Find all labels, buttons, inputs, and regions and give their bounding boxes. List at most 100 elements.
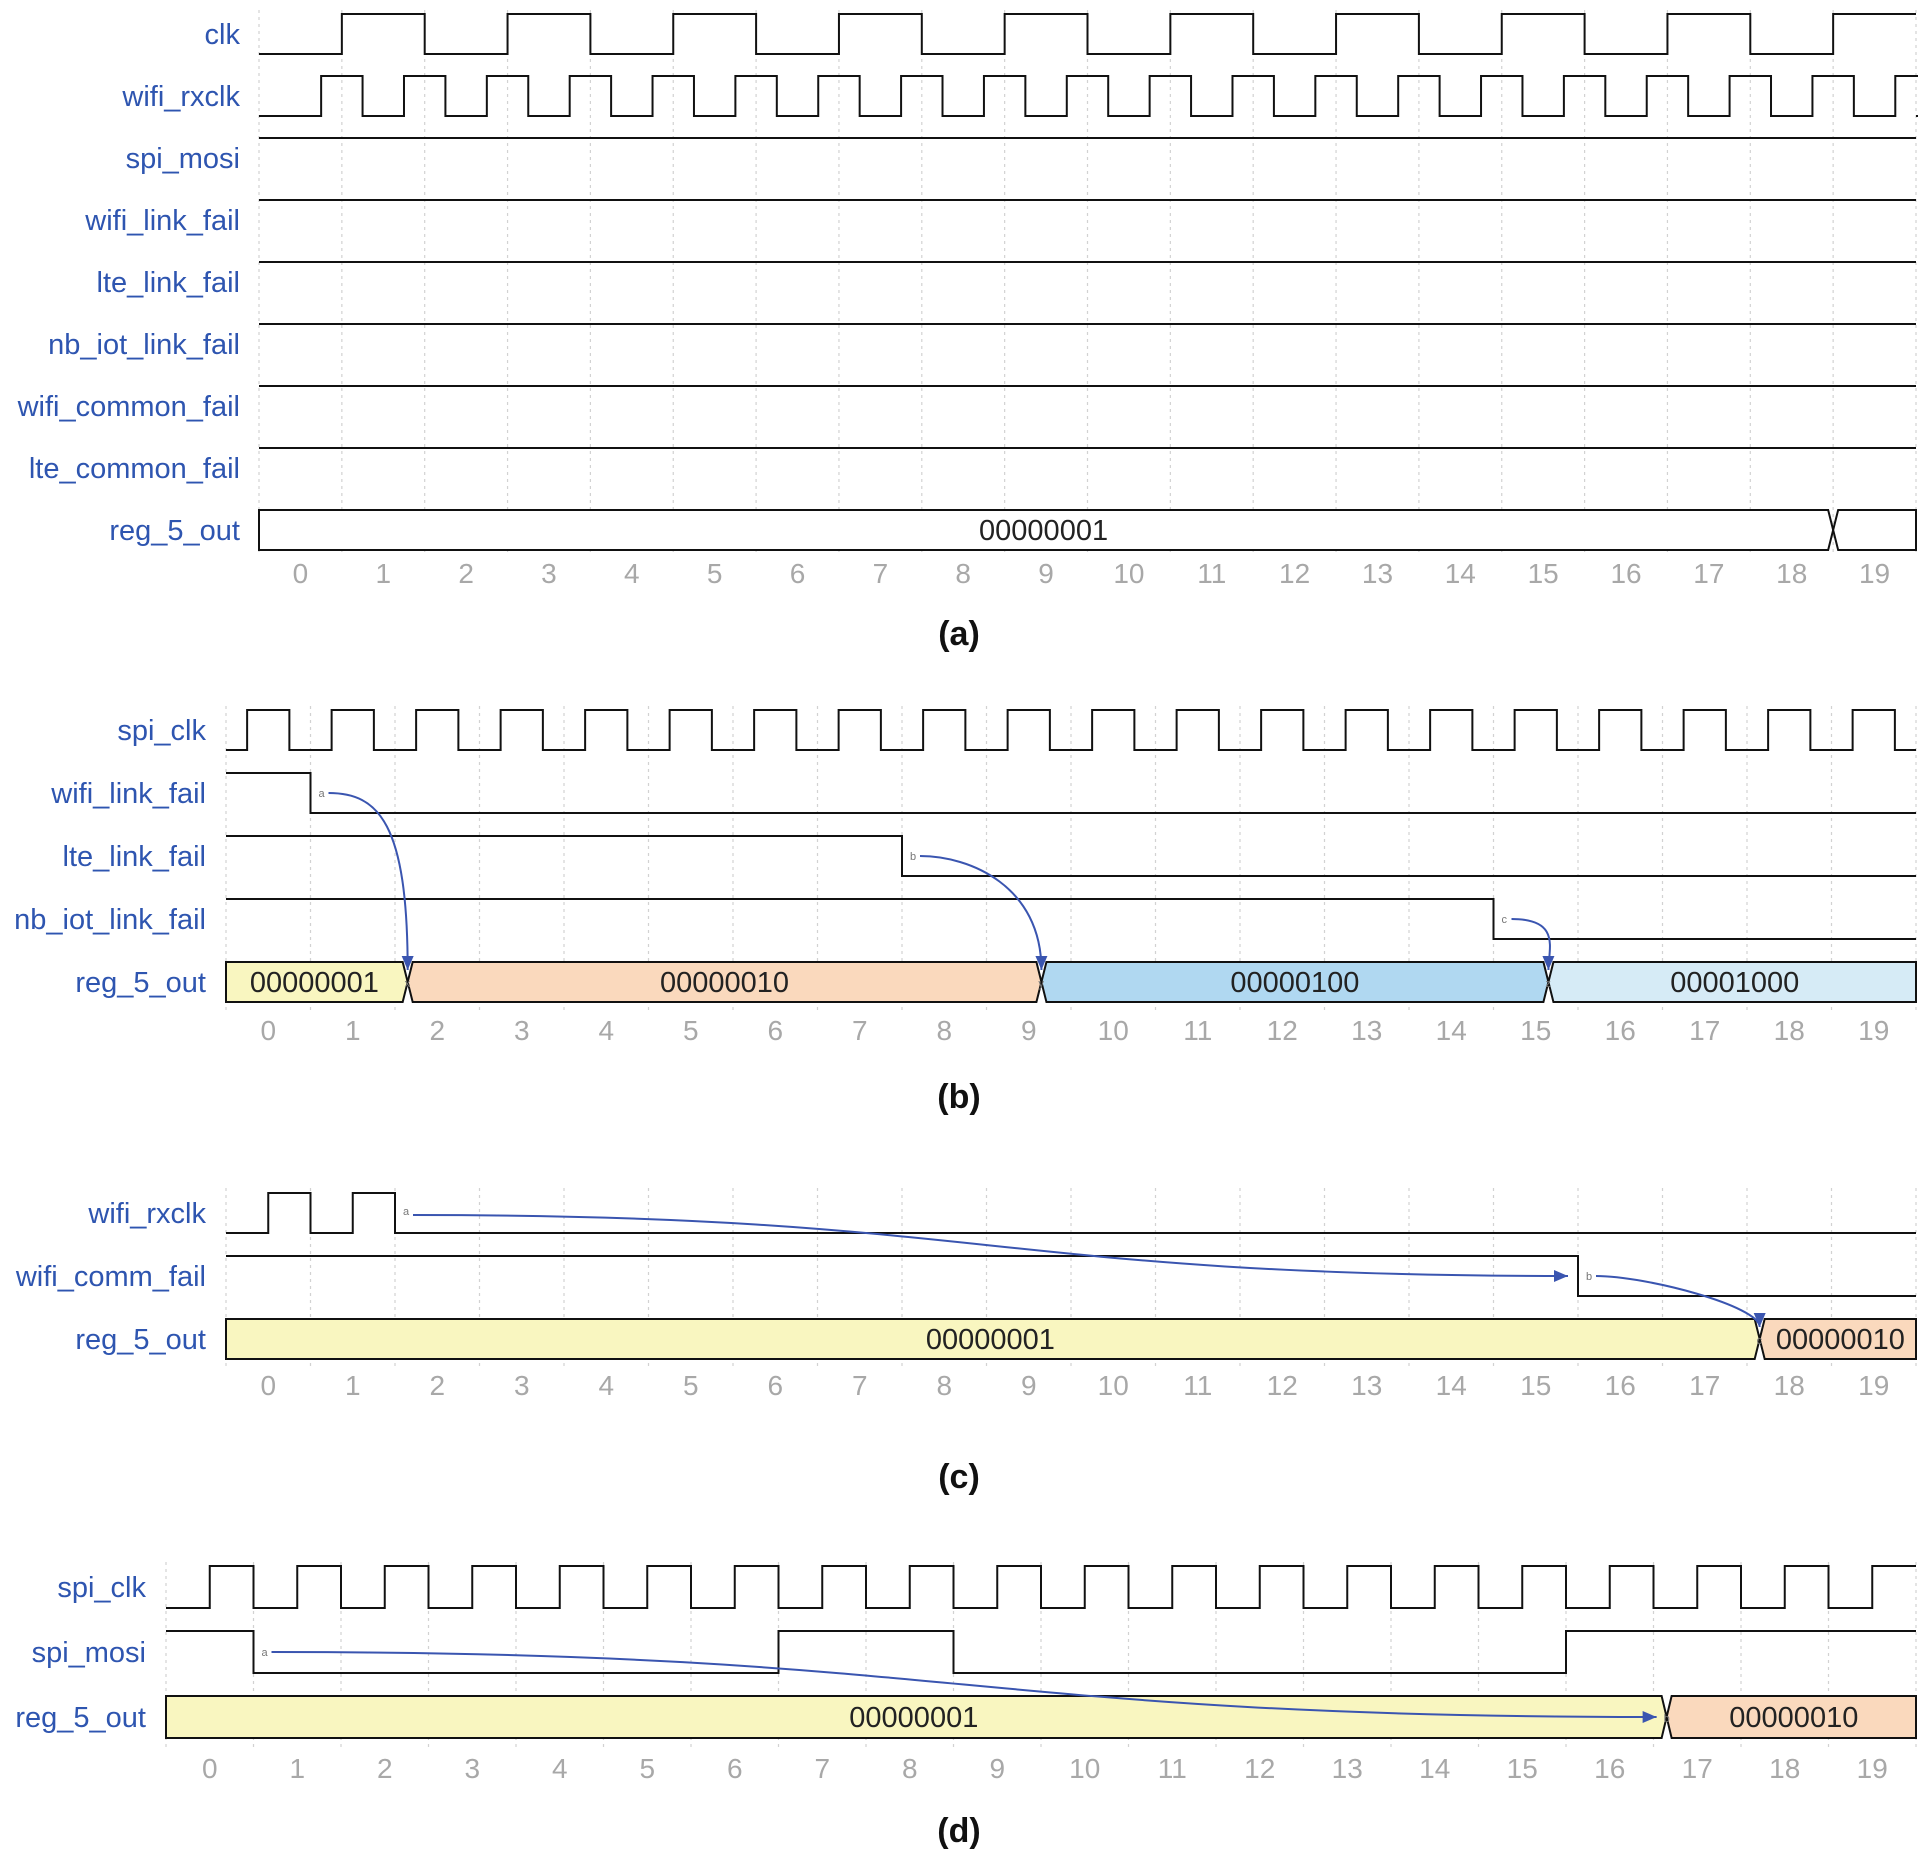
arrow-head [1642,1711,1657,1723]
node-label: b [1586,1271,1592,1283]
time-tick-label: 18 [1776,558,1807,589]
signal-label: wifi_comm_fail [15,1261,206,1293]
time-tick-label: 8 [902,1753,918,1784]
bus-value: 00001000 [1670,967,1799,999]
causality-arrow [271,1651,1657,1718]
time-tick-label: 7 [873,558,889,589]
time-tick-label: 6 [767,1370,783,1401]
node-label: x [405,978,411,990]
bus-segment [1547,961,1917,1003]
time-tick-label: 2 [377,1753,393,1784]
time-tick-label: 18 [1769,1753,1800,1784]
time-tick-label: 1 [375,558,391,589]
time-tick-label: 0 [202,1753,218,1784]
bus-value: 00000001 [849,1702,978,1734]
signal-label: clk [205,19,241,51]
bit-waveform [166,1630,1916,1674]
signal-label: lte_link_fail [63,841,206,873]
signal-label: wifi_link_fail [50,778,206,810]
signal-label: nb_iot_link_fail [48,329,240,361]
signal-label: wifi_rxclk [87,1198,206,1230]
bus-value: 00000100 [1230,967,1359,999]
signal-label: reg_5_out [109,515,240,547]
timing-panel: spi_clk spi_mosi a reg_5_out 00000001 0000001… [15,1562,1917,1850]
time-tick-label: 13 [1351,1015,1382,1046]
time-tick-label: 5 [683,1370,699,1401]
time-tick-label: 15 [1507,1753,1538,1784]
timing-panel: clk wifi_rxclk spi_mosi wifi_link_fail lte_l… [17,10,1918,653]
time-tick-label: 10 [1098,1015,1129,1046]
time-tick-label: 18 [1774,1015,1805,1046]
bus-value: 00000001 [250,967,379,999]
time-tick-label: 1 [345,1015,361,1046]
time-tick-label: 19 [1859,558,1890,589]
time-tick-label: 4 [598,1015,614,1046]
time-tick-label: 5 [683,1015,699,1046]
time-tick-label: 14 [1419,1753,1450,1784]
signal-label: reg_5_out [15,1702,146,1734]
time-tick-label: 8 [955,558,971,589]
arrow-head [1753,1313,1766,1327]
time-tick-label: 16 [1605,1015,1636,1046]
time-tick-label: 9 [1021,1015,1037,1046]
bus-value: 00000010 [1776,1324,1905,1356]
time-tick-label: 10 [1113,558,1144,589]
arrow-head [1035,956,1048,970]
node-label: a [319,788,326,800]
time-tick-label: 1 [345,1370,361,1401]
time-tick-label: 7 [852,1015,868,1046]
node-label: a [262,1647,269,1659]
bus-segment [225,961,409,1003]
signal-label: spi_clk [117,715,206,747]
time-tick-label: 16 [1594,1753,1625,1784]
panel-caption: (d) [937,1812,980,1850]
time-tick-label: 2 [429,1015,445,1046]
time-tick-label: 12 [1244,1753,1275,1784]
time-tick-label: 0 [260,1015,276,1046]
clock-waveform [259,75,1918,117]
bus-segment [1758,1318,1917,1360]
signal-label: reg_5_out [75,967,206,999]
node-label: c [1757,1335,1763,1347]
timing-panel: spi_clk wifi_link_fail a lte_link_fail b nb_i… [14,706,1917,1116]
bit-waveform [226,835,1916,877]
node-label: y [1038,978,1044,990]
arrow-head [401,956,414,970]
bus-segment [406,961,1043,1003]
time-tick-label: 1 [289,1753,305,1784]
time-tick-label: 11 [1183,1370,1212,1401]
time-tick-label: 9 [1021,1370,1037,1401]
time-tick-label: 13 [1362,558,1393,589]
signal-label: wifi_rxclk [121,81,240,113]
time-tick-label: 14 [1445,558,1476,589]
signal-label: spi_clk [57,1572,146,1604]
time-tick-label: 18 [1774,1370,1805,1401]
panel-caption: (a) [938,615,980,653]
time-tick-label: 0 [293,558,309,589]
signal-label: spi_mosi [32,1637,146,1669]
time-tick-label: 4 [552,1753,568,1784]
time-tick-label: 5 [639,1753,655,1784]
bus-segment [258,509,1835,551]
time-tick-label: 13 [1332,1753,1363,1784]
time-tick-label: 15 [1520,1370,1551,1401]
node-label: a [403,1206,410,1218]
time-tick-label: 0 [260,1370,276,1401]
signal-label: lte_link_fail [97,267,240,299]
node-label: b [910,851,916,863]
time-tick-label: 15 [1528,558,1559,589]
time-tick-label: 6 [767,1015,783,1046]
signal-label: lte_common_fail [29,453,240,485]
time-tick-label: 17 [1682,1753,1713,1784]
time-tick-label: 9 [989,1753,1005,1784]
bus-value: 00000010 [1729,1702,1858,1734]
arrow-head [1542,956,1555,970]
signal-label: nb_iot_link_fail [14,904,206,936]
signal-label: spi_mosi [126,143,240,175]
panel-caption: (c) [938,1458,980,1496]
time-tick-label: 12 [1267,1370,1298,1401]
time-tick-label: 3 [464,1753,480,1784]
time-tick-label: 8 [936,1370,952,1401]
time-tick-label: 15 [1520,1015,1551,1046]
